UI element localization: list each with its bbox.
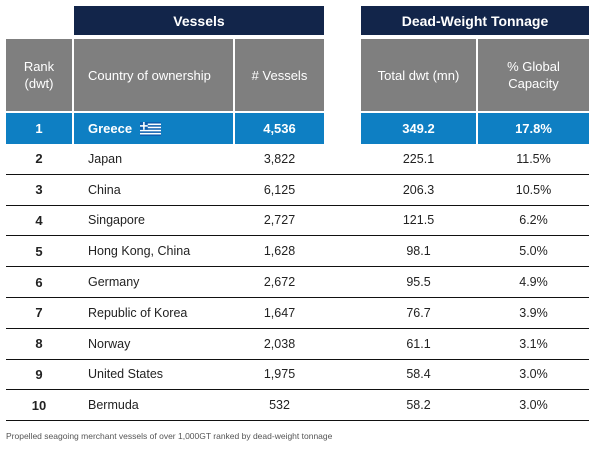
dwt-column-header: Total dwt (mn) [361, 39, 476, 111]
pct-cell: 17.8% [478, 113, 589, 144]
country-cell: Bermuda [88, 398, 139, 413]
dwt-cell: 76.7 [406, 305, 431, 320]
pct-column-header: % Global Capacity [478, 39, 589, 111]
highlighted-row-greece: 1 Greece 4,536 349.2 17.8% [6, 113, 589, 144]
pct-header-label: % Global Capacity [507, 59, 560, 91]
column-header-row: Rank (dwt) Country of ownership # Vessel… [6, 39, 589, 111]
rank-cell: 6 [35, 274, 43, 290]
pct-cell: 6.2% [519, 213, 548, 228]
vessels-cell: 4,536 [235, 113, 324, 144]
vessels-cell: 1,628 [263, 244, 296, 259]
rank-cell: 7 [35, 305, 43, 321]
country-cell: Greece [74, 113, 233, 144]
dwt-cell: 95.5 [406, 275, 431, 290]
pct-cell: 3.1% [519, 336, 548, 351]
rank-cell: 9 [35, 366, 43, 382]
dwt-cell: 121.5 [402, 213, 435, 228]
rank-cell: 8 [35, 336, 43, 352]
country-cell: China [88, 182, 121, 197]
vessels-column-header: # Vessels [235, 39, 324, 111]
dwt-group-header: Dead-Weight Tonnage [361, 6, 589, 35]
table-row: 6 Germany 2,672 95.5 4.9% [6, 267, 589, 298]
dwt-cell: 61.1 [406, 336, 431, 351]
pct-cell: 4.9% [519, 275, 548, 290]
dwt-header-label: Total dwt (mn) [377, 67, 460, 83]
pct-cell: 10.5% [515, 182, 552, 197]
vessels-cell: 2,038 [263, 336, 296, 351]
rank-cell: 1 [6, 113, 72, 144]
table-caption: Propelled seagoing merchant vessels of o… [6, 431, 333, 441]
vessels-cell: 3,822 [263, 151, 296, 166]
greece-flag-icon [140, 121, 162, 136]
vessels-group-header: Vessels [74, 6, 324, 35]
table-row: 4 Singapore 2,727 121.5 6.2% [6, 206, 589, 237]
country-cell: United States [88, 367, 164, 382]
dwt-cell: 98.1 [406, 244, 431, 259]
pct-cell: 3.0% [519, 367, 548, 382]
country-column-header: Country of ownership [74, 39, 233, 111]
country-cell: Japan [88, 151, 123, 166]
rank-cell: 3 [35, 182, 43, 198]
rank-cell: 5 [35, 243, 43, 259]
vessels-cell: 532 [269, 398, 290, 413]
vessels-cell: 1,647 [263, 305, 296, 320]
rank-header-label: Rank (dwt) [23, 59, 55, 91]
pct-cell: 3.0% [519, 398, 548, 413]
country-cell: Republic of Korea [88, 305, 188, 320]
country-cell: Singapore [88, 213, 145, 228]
rank-column-header: Rank (dwt) [6, 39, 72, 111]
dwt-cell: 225.1 [402, 151, 435, 166]
dwt-cell: 58.4 [406, 367, 431, 382]
country-cell: Germany [88, 275, 140, 290]
pct-cell: 11.5% [516, 151, 551, 166]
dwt-cell: 349.2 [361, 113, 476, 144]
country-header-label: Country of ownership [88, 67, 211, 83]
table-row: 8 Norway 2,038 61.1 3.1% [6, 329, 589, 360]
rank-cell: 2 [35, 151, 43, 167]
dwt-cell: 206.3 [402, 182, 435, 197]
table-row: 2 Japan 3,822 225.1 11.5% [6, 144, 589, 175]
vessels-cell: 2,727 [263, 213, 296, 228]
table-row: 3 China 6,125 206.3 10.5% [6, 175, 589, 206]
dwt-cell: 58.2 [406, 398, 431, 413]
vessels-cell: 6,125 [263, 182, 296, 197]
rank-cell: 10 [31, 397, 47, 413]
country-cell: Hong Kong, China [88, 244, 191, 259]
pct-cell: 5.0% [519, 244, 548, 259]
vessels-cell: 1,975 [263, 367, 296, 382]
pct-cell: 3.9% [519, 305, 548, 320]
vessels-cell: 2,672 [263, 275, 296, 290]
table-row: 7 Republic of Korea 1,647 76.7 3.9% [6, 298, 589, 329]
table-row: 5 Hong Kong, China 1,628 98.1 5.0% [6, 236, 589, 268]
table-row: 9 United States 1,975 58.4 3.0% [6, 360, 589, 391]
country-cell: Norway [88, 336, 131, 351]
country-label: Greece [88, 121, 133, 136]
vessels-header-label: # Vessels [251, 67, 308, 83]
rank-cell: 4 [35, 212, 43, 228]
table-row: 10 Bermuda 532 58.2 3.0% [6, 390, 589, 422]
